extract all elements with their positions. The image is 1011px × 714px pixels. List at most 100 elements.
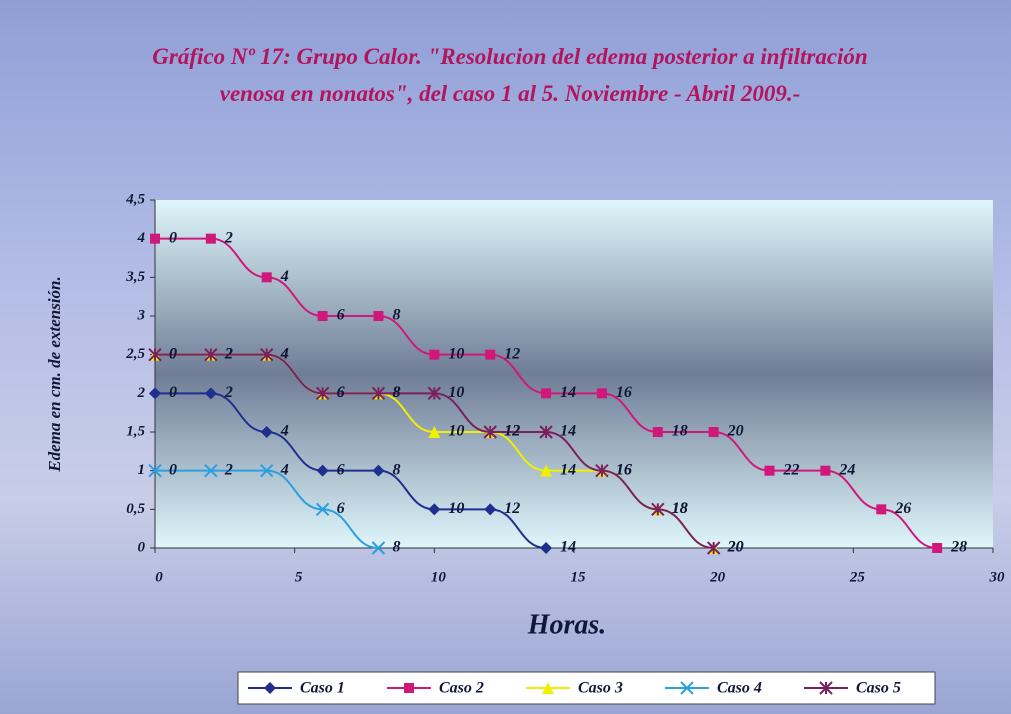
x-tick-label: 5 <box>295 569 303 585</box>
marker <box>764 465 775 476</box>
marker <box>652 427 663 437</box>
y-tick-label: 1 <box>138 462 146 478</box>
data-label: 24 <box>838 461 855 478</box>
marker <box>485 349 496 360</box>
data-label: 14 <box>560 384 576 401</box>
data-label: 14 <box>560 423 576 440</box>
data-label: 10 <box>448 500 464 517</box>
data-label: 14 <box>560 461 576 478</box>
data-label: 20 <box>727 539 744 556</box>
x-tick-label: 0 <box>155 569 163 585</box>
data-label: 20 <box>727 539 744 556</box>
legend-marker <box>680 681 694 695</box>
data-label: 16 <box>616 384 632 401</box>
data-label: 8 <box>392 539 400 556</box>
data-label: 0 <box>169 461 177 478</box>
x-axis-title: Horas. <box>527 609 607 640</box>
marker <box>372 464 385 477</box>
chart-title: Gráfico Nº 17: Grupo Calor. "Resolucion … <box>152 44 868 106</box>
legend-marker <box>404 683 414 693</box>
data-label: 20 <box>727 423 744 440</box>
marker <box>315 386 330 401</box>
data-label: 4 <box>280 268 289 285</box>
y-tick-label: 4 <box>137 230 146 246</box>
marker <box>876 504 887 515</box>
marker <box>540 542 553 554</box>
marker <box>148 347 162 362</box>
marker <box>595 463 609 478</box>
y-tick-label: 2 <box>137 385 146 401</box>
data-label: 26 <box>894 500 911 517</box>
data-label: 4 <box>280 345 289 362</box>
data-label: 4 <box>280 423 289 440</box>
marker <box>596 388 607 399</box>
data-label: 16 <box>616 461 632 478</box>
legend-marker <box>542 682 554 694</box>
legend-label: Caso 3 <box>578 680 623 697</box>
marker <box>260 426 273 438</box>
x-tick-label: 15 <box>571 569 587 585</box>
marker <box>483 425 497 439</box>
marker <box>315 502 330 517</box>
marker <box>820 465 831 476</box>
marker <box>260 463 274 478</box>
y-tick-label: 1,5 <box>126 423 145 439</box>
marker <box>204 387 217 400</box>
marker <box>429 349 440 360</box>
legend-label: Caso 2 <box>439 680 484 697</box>
data-label: 28 <box>950 539 967 556</box>
y-axis-title: Edema en cm. de extensión. <box>45 276 64 472</box>
marker <box>260 347 274 362</box>
x-tick-label: 30 <box>989 569 1006 585</box>
marker <box>150 233 160 244</box>
y-tick-label: 4,5 <box>125 191 145 207</box>
x-tick-label: 10 <box>431 569 447 585</box>
data-label: 4 <box>280 461 289 478</box>
y-tick-label: 3 <box>137 307 146 323</box>
data-label: 6 <box>337 461 345 478</box>
data-label: 10 <box>448 345 464 362</box>
marker <box>371 541 386 555</box>
x-tick-label: 20 <box>709 569 726 585</box>
series-line <box>155 353 714 549</box>
marker <box>317 311 328 321</box>
data-label: 18 <box>672 423 688 440</box>
marker <box>539 425 553 439</box>
marker <box>204 463 218 478</box>
legend-label: Caso 5 <box>856 680 901 697</box>
data-label: 8 <box>392 307 400 324</box>
data-label: 12 <box>504 345 520 362</box>
data-label: 2 <box>224 461 233 478</box>
plot-area <box>155 200 993 548</box>
series-line <box>155 469 379 549</box>
data-label: 2 <box>224 345 233 362</box>
marker <box>708 427 719 437</box>
marker <box>428 426 441 438</box>
data-label: 14 <box>560 539 576 556</box>
marker <box>316 464 329 477</box>
legend-label: Caso 4 <box>717 680 762 697</box>
data-label: 8 <box>392 384 400 401</box>
data-label: 6 <box>337 500 345 517</box>
marker <box>204 347 218 362</box>
marker <box>373 311 384 321</box>
y-tick-label: 0 <box>138 539 146 555</box>
x-tick-label: 25 <box>849 569 866 585</box>
data-label: 22 <box>783 461 800 478</box>
data-label: 0 <box>169 345 177 362</box>
data-label: 10 <box>448 423 464 440</box>
data-label: 10 <box>448 384 464 401</box>
marker <box>148 463 162 478</box>
data-label: 12 <box>504 423 520 440</box>
marker <box>651 502 665 517</box>
legend-marker <box>819 681 833 695</box>
data-label: 2 <box>224 384 233 401</box>
marker <box>428 503 441 516</box>
data-label: 12 <box>504 500 520 517</box>
marker <box>540 464 553 477</box>
data-label: 0 <box>169 229 177 246</box>
data-label: 6 <box>337 384 345 401</box>
data-label: 2 <box>224 229 233 246</box>
